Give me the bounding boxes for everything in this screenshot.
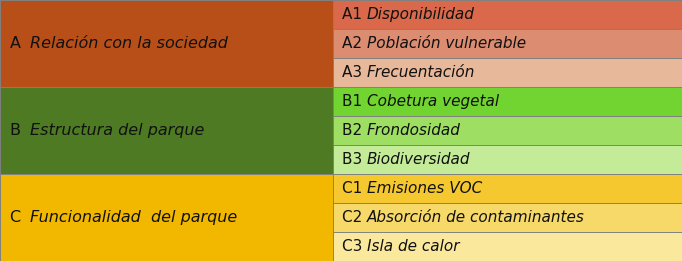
Bar [333, 58, 682, 87]
Text: B2: B2 [342, 123, 366, 138]
Text: C: C [10, 210, 27, 225]
Text: Frondosidad: Frondosidad [367, 123, 460, 138]
Text: Frecuentación: Frecuentación [367, 65, 475, 80]
Text: Biodiversidad: Biodiversidad [367, 152, 470, 167]
Bar [333, 0, 682, 29]
Text: A: A [10, 36, 27, 51]
Bar [333, 116, 682, 145]
Bar [333, 174, 682, 203]
Text: B1: B1 [342, 94, 366, 109]
Text: A1: A1 [342, 7, 366, 22]
Text: C2: C2 [342, 210, 367, 225]
Text: Disponibilidad: Disponibilidad [367, 7, 475, 22]
Text: B: B [10, 123, 27, 138]
Bar [333, 232, 682, 261]
Text: Relación con la sociedad: Relación con la sociedad [30, 36, 228, 51]
Text: Isla de calor: Isla de calor [367, 239, 459, 254]
Bar [333, 203, 682, 232]
Text: C1: C1 [342, 181, 367, 196]
Text: B3: B3 [342, 152, 367, 167]
Bar [0, 87, 333, 174]
Text: Emisiones VOC: Emisiones VOC [367, 181, 482, 196]
Text: Estructura del parque: Estructura del parque [30, 123, 205, 138]
Bar [333, 29, 682, 58]
Text: Absorción de contaminantes: Absorción de contaminantes [367, 210, 584, 225]
Bar [0, 174, 333, 261]
Bar [333, 87, 682, 116]
Text: C3: C3 [342, 239, 367, 254]
Text: Funcionalidad  del parque: Funcionalidad del parque [30, 210, 237, 225]
Text: Población vulnerable: Población vulnerable [367, 36, 526, 51]
Text: A3: A3 [342, 65, 366, 80]
Text: A2: A2 [342, 36, 366, 51]
Bar [0, 0, 333, 87]
Bar [333, 145, 682, 174]
Text: Cobetura vegetal: Cobetura vegetal [367, 94, 499, 109]
